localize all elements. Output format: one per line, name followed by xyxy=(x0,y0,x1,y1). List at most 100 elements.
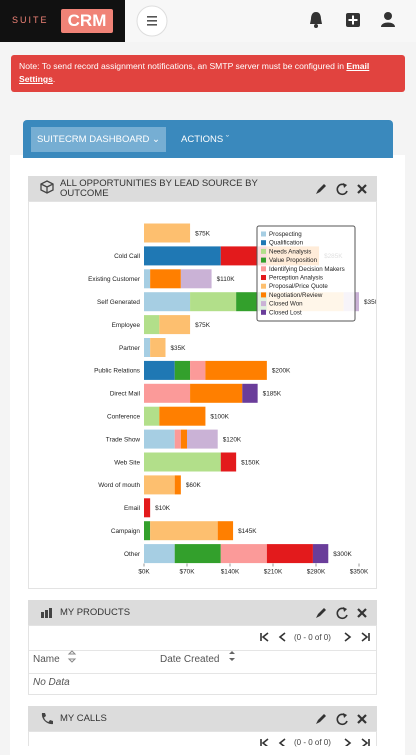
dashlet-body: (0 - 0 of 0) xyxy=(28,731,377,747)
tab[interactable]: SUITECRM DASHBOARD ⌄ xyxy=(31,127,166,152)
x-tick-label: $70K xyxy=(180,569,196,576)
dashlet-header: MY PRODUCTS xyxy=(28,600,377,625)
total-label: $120K xyxy=(223,436,242,443)
bar-segment xyxy=(144,360,175,380)
bar-segment xyxy=(144,315,160,335)
total-label: $150K xyxy=(241,459,260,466)
bar-segment xyxy=(220,544,267,564)
category-label: Campaign xyxy=(111,528,141,535)
alert: Note: To send record assignment notifica… xyxy=(11,55,405,92)
total-label: $200K xyxy=(272,368,291,375)
bar-segment xyxy=(144,223,191,243)
column-header[interactable]: Name xyxy=(33,654,60,665)
bar-segment xyxy=(205,360,267,380)
category-label: Conference xyxy=(107,414,140,421)
tab-label: SUITECRM DASHBOARD xyxy=(36,134,150,145)
bar-segment xyxy=(144,521,151,541)
category-label: Cold Call xyxy=(114,253,140,260)
alert-text: . xyxy=(52,74,56,84)
dashlet-title: ALL OPPORTUNITIES BY LEAD SOURCE BY OUTC… xyxy=(60,178,258,199)
total-label: $350K xyxy=(364,299,376,306)
bar-segment xyxy=(220,452,237,472)
legend-swatch xyxy=(261,301,266,307)
logo[interactable]: SUITE CRM xyxy=(0,0,125,42)
bar-segment xyxy=(190,292,237,312)
tab-label: ACTIONS xyxy=(181,134,224,145)
dashlet-icon xyxy=(41,713,53,725)
pagination: (0 - 0 of 0) xyxy=(294,633,331,642)
total-label: $145K xyxy=(238,528,257,535)
user-icon[interactable] xyxy=(378,10,398,30)
legend-swatch xyxy=(261,283,266,289)
bar-segment xyxy=(144,338,151,357)
legend-swatch xyxy=(261,231,266,237)
category-label: Employee xyxy=(112,322,141,329)
dashlet-body: (0 - 0 of 0) Name Date Created No Data xyxy=(28,625,377,695)
table-header xyxy=(29,650,376,674)
x-tick-label: $0K xyxy=(138,569,150,576)
legend-label: Closed Lost xyxy=(269,309,302,316)
legend-label: Closed Won xyxy=(269,301,303,308)
bar-segment xyxy=(144,383,191,403)
legend-swatch xyxy=(261,292,266,298)
legend-label: Negotiation/Review xyxy=(269,292,323,299)
bar-segment xyxy=(190,360,206,380)
dashlet-header: MY CALLS xyxy=(28,706,377,731)
menu-button[interactable] xyxy=(136,5,168,37)
legend xyxy=(256,225,356,322)
bar-segment xyxy=(144,452,221,472)
dashlet-title: MY PRODUCTS xyxy=(60,607,131,618)
top-bar: SUITE CRM xyxy=(0,0,416,42)
dashlet-icon xyxy=(40,180,54,194)
total-label: $10K xyxy=(155,505,171,512)
legend-swatch xyxy=(261,257,266,263)
bar-segment xyxy=(144,498,151,518)
bar-segment xyxy=(144,475,175,495)
empty-text: No Data xyxy=(33,677,70,688)
category-label: Public Relations xyxy=(94,368,140,375)
legend-label: Proposal/Price Quote xyxy=(269,283,328,290)
total-label: $110K xyxy=(217,276,236,283)
tab[interactable]: ACTIONS ˇ xyxy=(181,134,230,145)
category-label: Word of mouth xyxy=(98,482,140,489)
bar-segment xyxy=(242,383,258,403)
category-label: Existing Customer xyxy=(88,276,141,283)
category-label: Email xyxy=(124,505,140,512)
bar-segment xyxy=(312,544,329,564)
logo-text: SUITE xyxy=(12,15,49,25)
bar-segment xyxy=(174,544,221,564)
category-label: Self Generated xyxy=(97,299,140,306)
bar-segment xyxy=(144,292,191,312)
bar-segment xyxy=(180,269,212,289)
logo-text: CRM xyxy=(61,9,113,33)
category-label: Partner xyxy=(119,345,141,352)
bar-segment xyxy=(159,406,206,426)
column-header[interactable]: Date Created xyxy=(160,654,220,665)
pagination: (0 - 0 of 0) xyxy=(294,738,331,747)
total-label: $60K xyxy=(186,482,202,489)
notifications-icon[interactable] xyxy=(306,10,326,30)
bar-segment xyxy=(217,521,234,541)
alert-link[interactable]: Email Settings xyxy=(19,61,370,84)
legend-label: Perception Analysis xyxy=(269,275,323,282)
bar-segment xyxy=(150,521,218,541)
bar-segment xyxy=(144,406,160,426)
category-label: Web Site xyxy=(114,459,140,466)
total-label: $100K xyxy=(210,414,229,421)
bar-segment xyxy=(174,475,181,495)
x-tick-label: $350K xyxy=(350,569,369,576)
bar-segment xyxy=(144,269,151,289)
bar-segment xyxy=(150,269,181,289)
legend-label: Prospecting xyxy=(269,231,302,238)
alert-text: Note: To send record assignment notifica… xyxy=(19,61,347,71)
legend-swatch xyxy=(261,240,266,246)
total-label: $185K xyxy=(263,391,282,398)
total-label: $75K xyxy=(195,230,211,237)
bar-segment xyxy=(190,383,243,403)
x-tick-label: $140K xyxy=(221,569,240,576)
bar-segment xyxy=(159,315,191,335)
create-icon[interactable] xyxy=(343,10,363,30)
